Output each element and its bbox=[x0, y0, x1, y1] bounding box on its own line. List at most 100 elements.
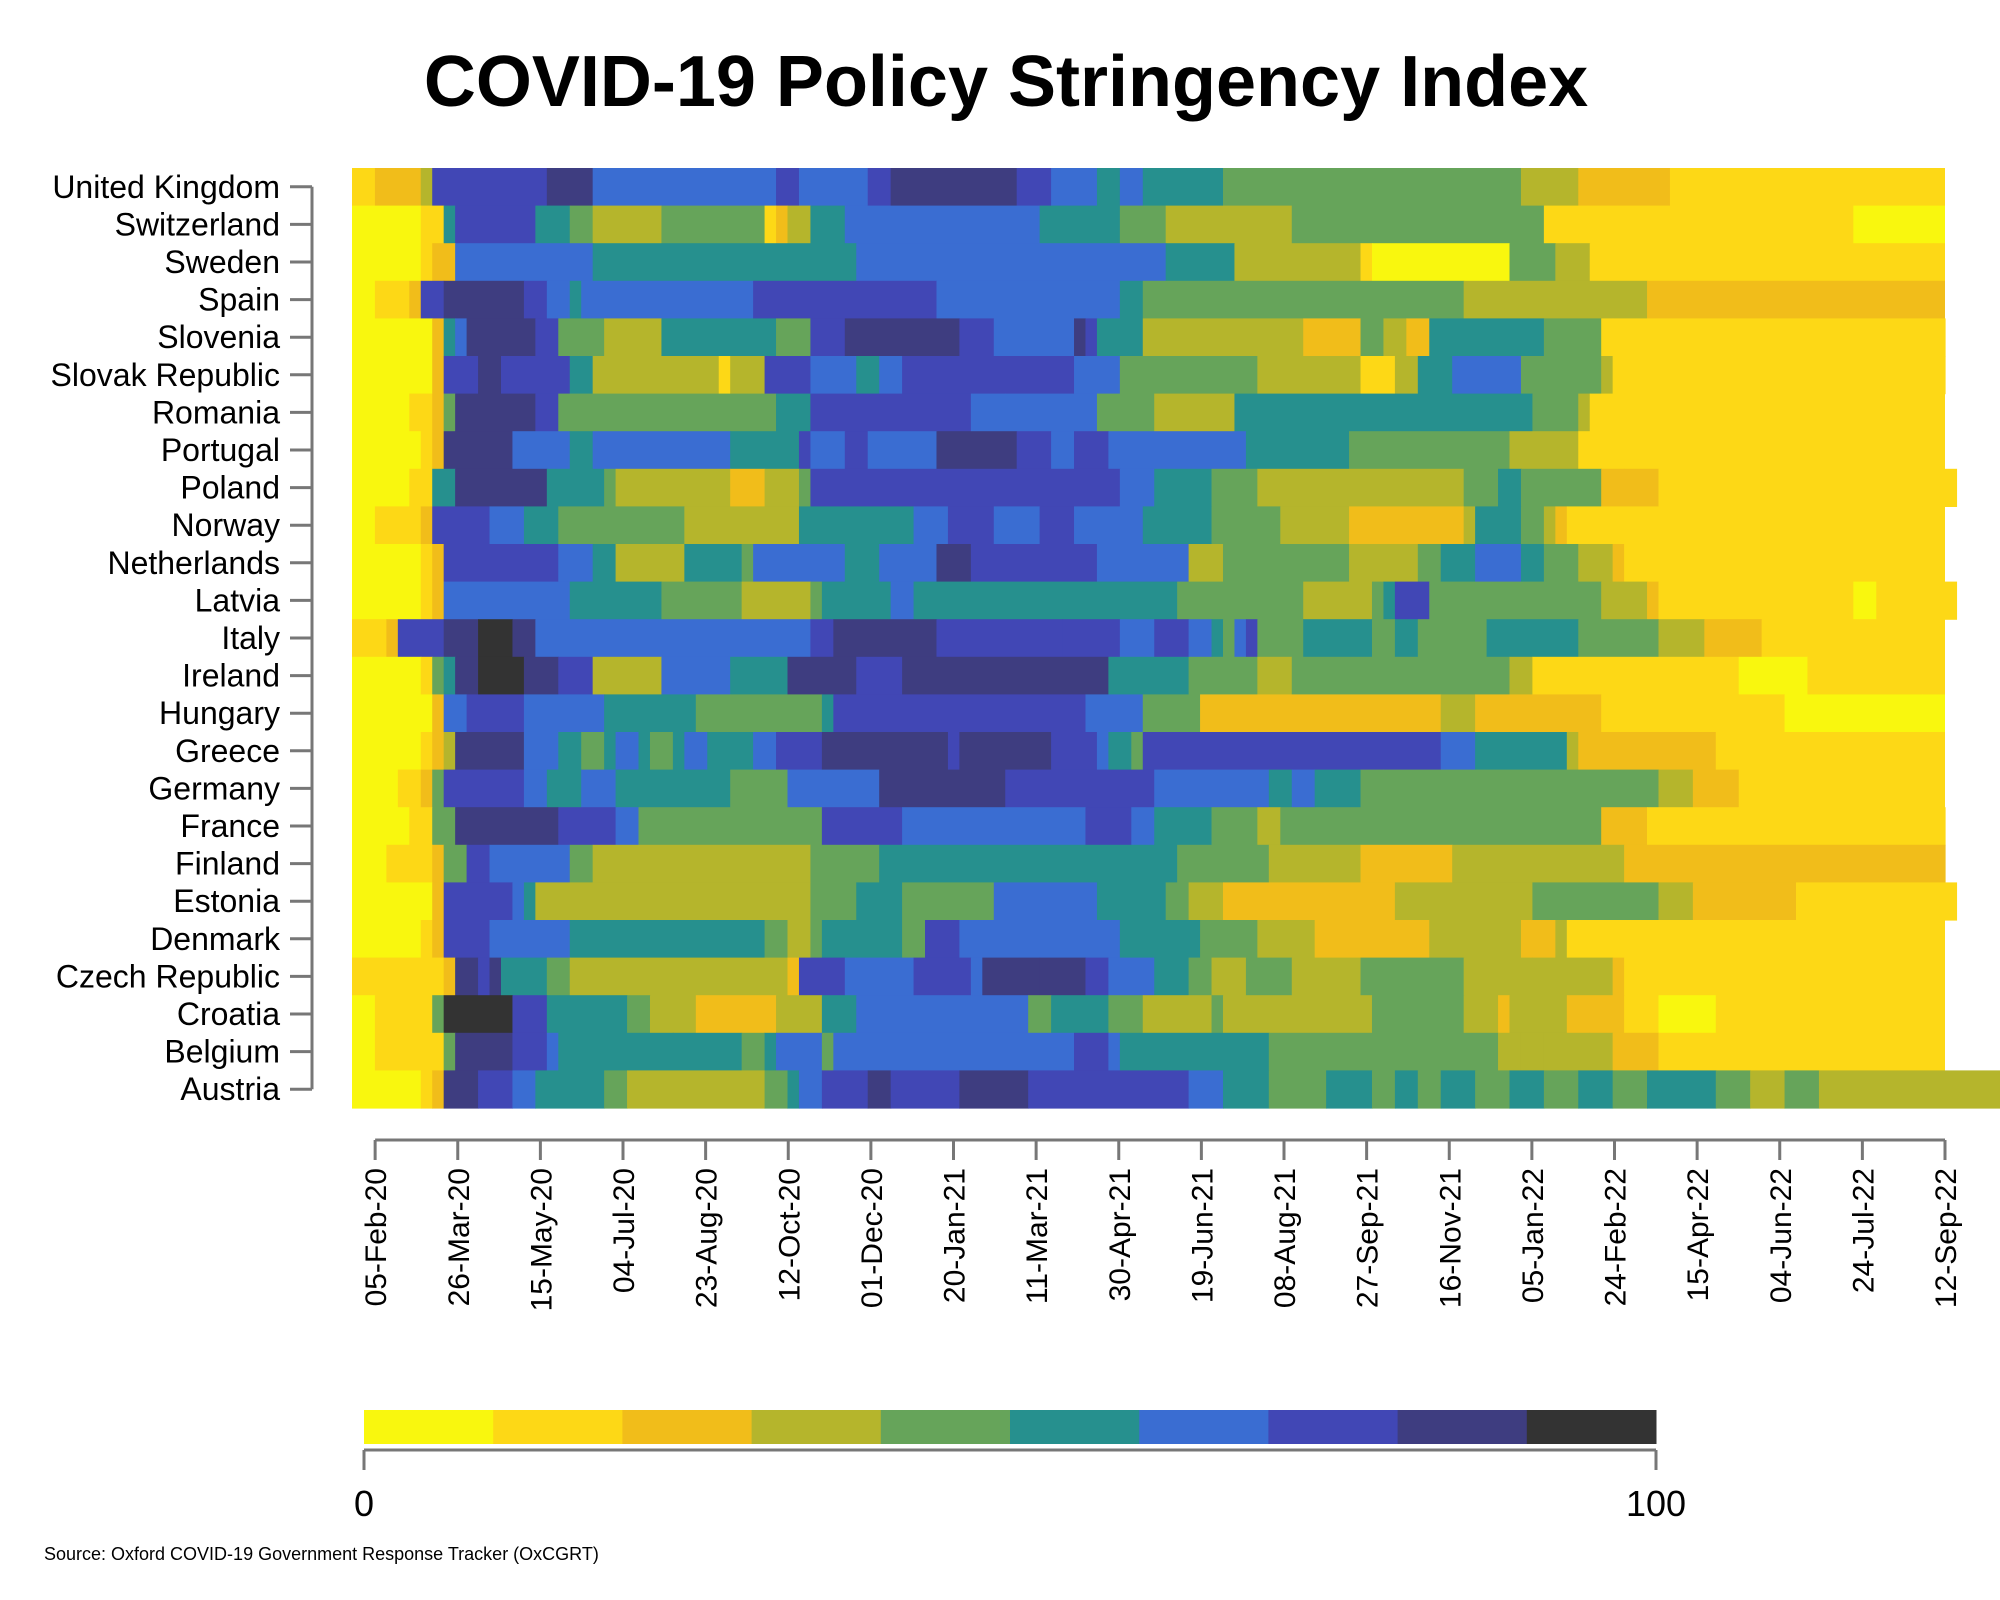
heatmap-cell-netherlands bbox=[558, 544, 594, 583]
heatmap-cell-poland bbox=[1498, 468, 1522, 507]
heatmap-cell-switzerland bbox=[352, 205, 422, 244]
heatmap-cell-hungary bbox=[730, 694, 823, 733]
heatmap-cell-denmark bbox=[1933, 920, 1945, 959]
heatmap-cell-czech-republic bbox=[489, 957, 502, 996]
heatmap-cell-portugal bbox=[1108, 431, 1247, 470]
heatmap-cell-czech-republic bbox=[1188, 957, 1213, 996]
heatmap-cell-belgium bbox=[1933, 1032, 1945, 1071]
heatmap-cell-norway bbox=[432, 506, 491, 545]
heatmap-cell-slovenia bbox=[432, 318, 445, 357]
heatmap-cell-greece bbox=[1051, 732, 1098, 771]
heatmap-cell-italy bbox=[1578, 619, 1660, 658]
heatmap-cell-austria bbox=[478, 1070, 514, 1109]
heatmap-cell-sweden bbox=[592, 243, 857, 282]
heatmap-cell-croatia bbox=[1051, 995, 1109, 1034]
heatmap-cell-slovak-republic bbox=[443, 356, 479, 395]
heatmap-cell-germany bbox=[1360, 769, 1385, 808]
chart-title: COVID-19 Policy Stringency Index bbox=[424, 42, 1588, 122]
heatmap-cell-france bbox=[1280, 807, 1602, 846]
heatmap-cell-greece bbox=[776, 732, 823, 771]
heatmap-cell-greece bbox=[707, 732, 754, 771]
heatmap-cell-france bbox=[821, 807, 903, 846]
heatmap-cell-germany bbox=[1154, 769, 1270, 808]
heatmap-cell-czech-republic bbox=[982, 957, 1041, 996]
heatmap-cell-greece bbox=[1715, 732, 1809, 771]
heatmap-cell-austria bbox=[821, 1070, 869, 1109]
heatmap-cell-ireland bbox=[661, 656, 731, 695]
heatmap-cell-romania bbox=[1154, 393, 1236, 432]
heatmap-cell-sweden bbox=[856, 243, 1167, 282]
heatmap-cell-sweden bbox=[1509, 243, 1556, 282]
heatmap-cell-switzerland bbox=[1119, 205, 1167, 244]
heatmap-cell-croatia bbox=[1211, 995, 1224, 1034]
heatmap-cell-denmark bbox=[902, 920, 926, 959]
heatmap-cell-italy bbox=[1119, 619, 1155, 658]
heatmap-cell-slovenia bbox=[1429, 318, 1545, 357]
heatmap-cell-slovenia bbox=[1074, 318, 1087, 357]
heatmap-cell-denmark bbox=[821, 920, 857, 959]
heatmap-cell-united-kingdom bbox=[1096, 168, 1121, 207]
heatmap-cell-switzerland bbox=[535, 205, 571, 244]
heatmap-cell-finland bbox=[638, 844, 812, 883]
heatmap-cell-croatia bbox=[856, 995, 1029, 1034]
heatmap-cell-germany bbox=[1383, 769, 1660, 808]
heatmap-cell-denmark bbox=[1119, 920, 1201, 959]
heatmap-cell-poland bbox=[1520, 468, 1602, 507]
y-tick-label: France bbox=[180, 808, 280, 844]
heatmap-cell-netherlands bbox=[1922, 544, 1945, 583]
y-tick-label: Latvia bbox=[195, 582, 281, 618]
heatmap-cell-netherlands bbox=[1222, 544, 1350, 583]
heatmap-cell-croatia bbox=[1624, 995, 1660, 1034]
heatmap-cell-portugal bbox=[1016, 431, 1052, 470]
heatmap-cell-switzerland bbox=[592, 205, 663, 244]
heatmap-cell-croatia bbox=[649, 995, 697, 1034]
heatmap-cell-ireland bbox=[856, 656, 903, 695]
heatmap-cell-netherlands bbox=[1624, 544, 1923, 583]
heatmap-cell-greece bbox=[649, 732, 674, 771]
heatmap-cell-france bbox=[1131, 807, 1155, 846]
y-tick-label: Greece bbox=[175, 733, 280, 769]
heatmap-cell-norway bbox=[374, 506, 422, 545]
heatmap-cell-norway bbox=[1475, 506, 1522, 545]
heatmap-cell-united-kingdom bbox=[1922, 168, 1945, 207]
source-note: Source: Oxford COVID-19 Government Respo… bbox=[44, 1544, 599, 1564]
heatmap-cell-romania bbox=[558, 393, 777, 432]
heatmap-cell-portugal bbox=[1051, 431, 1075, 470]
heatmap-cell-finland bbox=[1452, 844, 1625, 883]
heatmap-cell-greece bbox=[1807, 732, 1945, 771]
heatmap-cell-norway bbox=[420, 506, 433, 545]
y-tick-label: Portugal bbox=[161, 432, 280, 468]
heatmap-cell-norway bbox=[1566, 506, 1923, 545]
heatmap-cell-slovak-republic bbox=[856, 356, 880, 395]
heatmap-cell-estonia bbox=[432, 882, 445, 921]
heatmap-cell-czech-republic bbox=[1108, 957, 1155, 996]
heatmap-cell-austria bbox=[1222, 1070, 1270, 1109]
legend-max-label: 100 bbox=[1626, 1483, 1686, 1524]
heatmap-cell-czech-republic bbox=[1612, 957, 1625, 996]
heatmap-cell-united-kingdom bbox=[1016, 168, 1052, 207]
heatmap-cell-portugal bbox=[936, 431, 1018, 470]
y-tick-label: Denmark bbox=[150, 921, 281, 957]
heatmap-cell-slovak-republic bbox=[352, 356, 433, 395]
heatmap-cell-slovenia bbox=[352, 318, 433, 357]
heatmap-cell-portugal bbox=[810, 431, 846, 470]
heatmap-cell-norway bbox=[1555, 506, 1568, 545]
heatmap-cell-belgium bbox=[833, 1032, 1075, 1071]
heatmap-cell-slovenia bbox=[844, 318, 960, 357]
heatmap-cell-denmark bbox=[1520, 920, 1556, 959]
heatmap-cell-netherlands bbox=[970, 544, 1098, 583]
heatmap-cell-portugal bbox=[1245, 431, 1350, 470]
heatmap-cell-estonia bbox=[512, 882, 525, 921]
heatmap-cell-germany bbox=[615, 769, 731, 808]
heatmap-cell-austria bbox=[432, 1070, 445, 1109]
heatmap-cell-germany bbox=[581, 769, 617, 808]
x-tick-label: 04-Jul-20 bbox=[608, 1168, 641, 1293]
heatmap-cell-greece bbox=[1108, 732, 1132, 771]
heatmap-cell-slovenia bbox=[604, 318, 663, 357]
heatmap-cell-switzerland bbox=[1165, 205, 1293, 244]
legend-swatch bbox=[880, 1410, 1011, 1444]
heatmap-cell-ireland bbox=[1532, 656, 1740, 695]
heatmap-cell-austria bbox=[764, 1070, 789, 1109]
heatmap-cell-slovenia bbox=[1142, 318, 1304, 357]
heatmap-cell-croatia bbox=[1566, 995, 1625, 1034]
